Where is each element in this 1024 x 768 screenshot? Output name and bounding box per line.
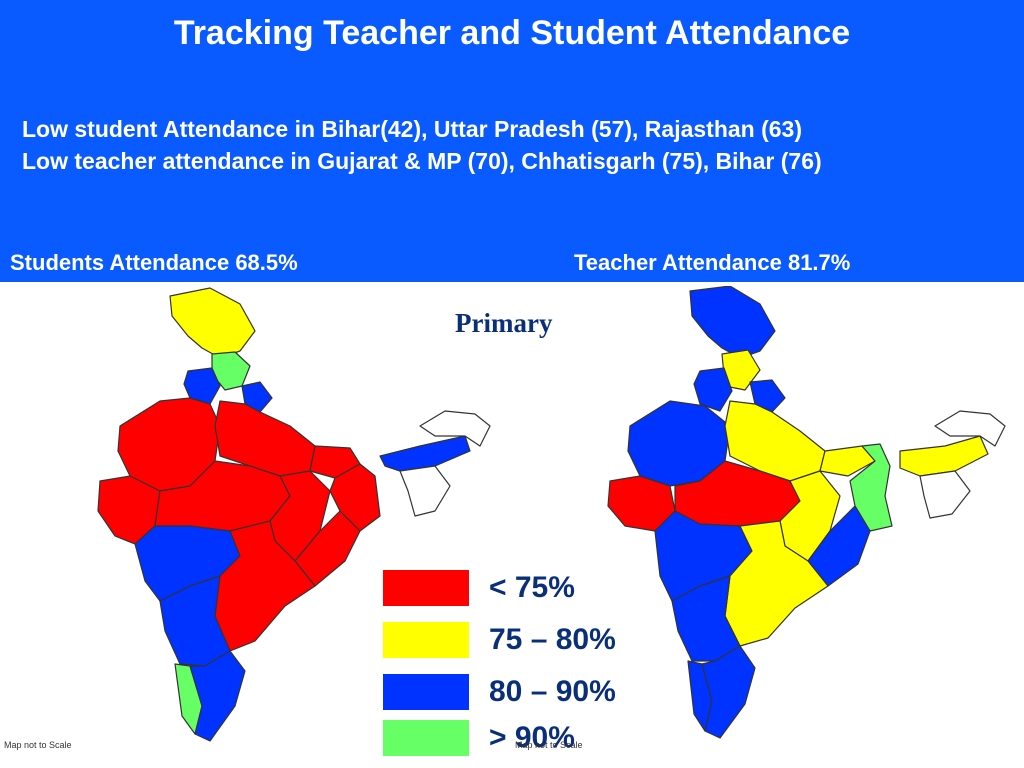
legend-item-75-80: 75 – 80% <box>383 622 616 658</box>
student-attendance-note: Low student Attendance in Bihar(42), Utt… <box>22 116 803 142</box>
region-bengal <box>849 443 893 532</box>
region-jammu-kashmir <box>169 287 256 359</box>
legend-swatch <box>383 720 469 756</box>
legend-label: > 90% <box>489 721 575 754</box>
region-northeast-yellow <box>899 435 989 477</box>
legend-label: 75 – 80% <box>489 623 616 656</box>
page-title: Tracking Teacher and Student Attendance <box>173 14 851 52</box>
region-northeast-outline <box>419 410 491 447</box>
footnote-left: Map not to Scale <box>4 740 72 750</box>
legend-label: < 75% <box>489 571 575 604</box>
region-northeast-lower <box>399 465 451 517</box>
region-assam <box>379 435 471 472</box>
teacher-attendance-map <box>607 286 1006 739</box>
region-andhra-pradesh <box>214 520 316 652</box>
legend-item-80-90: 80 – 90% <box>383 674 616 710</box>
legend-swatch <box>383 674 469 710</box>
header-banner <box>0 0 1024 282</box>
region-tamil-nadu <box>189 650 246 742</box>
region-bihar <box>819 445 876 477</box>
region-punjab <box>693 367 733 412</box>
level-label: Primary <box>455 308 553 338</box>
region-northeast-lower <box>919 470 971 519</box>
region-uttarakhand <box>749 379 786 413</box>
teacher-attendance-stat: Teacher Attendance 81.7% <box>574 250 851 275</box>
students-attendance-stat: Students Attendance 68.5% <box>10 250 298 275</box>
legend-item-below-75: < 75% <box>383 570 575 606</box>
legend-swatch <box>383 570 469 606</box>
region-jammu-kashmir <box>689 286 776 359</box>
legend-label: 80 – 90% <box>489 675 616 708</box>
region-bengal <box>329 463 381 532</box>
region-tamil-nadu <box>701 645 756 739</box>
region-uttarakhand <box>241 381 273 413</box>
region-northeast-outline <box>934 410 1006 447</box>
teacher-attendance-note: Low teacher attendance in Gujarat & MP (… <box>22 148 822 174</box>
footnote-right: Map not to Scale <box>515 740 583 750</box>
region-andhra-pradesh <box>724 520 829 647</box>
student-attendance-map <box>97 287 491 742</box>
legend-swatch <box>383 622 469 658</box>
legend-item-above-90: > 90% <box>383 720 575 756</box>
